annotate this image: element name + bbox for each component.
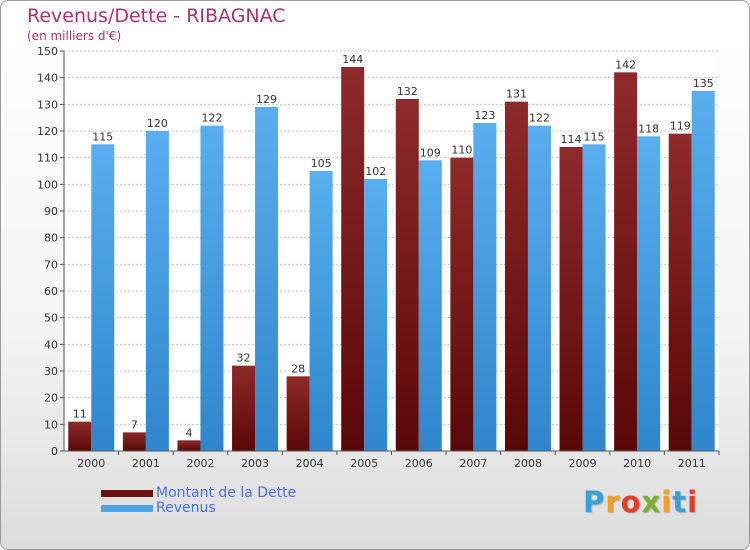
legend-swatch-revenus: [101, 505, 153, 512]
bar-dette-2004: [286, 376, 310, 451]
data-label-revenus-2005: 102: [365, 165, 386, 178]
bar-dette-2007: [450, 157, 474, 451]
bar-revenus-2004: [309, 171, 333, 451]
data-label-revenus-2003: 129: [256, 93, 277, 106]
bar-dette-2011: [668, 133, 692, 451]
axes: 0 10 20 30 40 50 60 70 80 90 100 110 120 130 140 150 200…: [37, 45, 720, 470]
data-label-dette-2011: 119: [670, 120, 691, 133]
data-label-dette-2007: 110: [451, 144, 472, 157]
data-label-revenus-2004: 105: [311, 157, 332, 170]
data-label-revenus-2001: 120: [147, 117, 168, 130]
bar-revenus-2009: [582, 144, 606, 452]
x-tick-label-2003: 2003: [241, 457, 269, 470]
logo-letter: t: [672, 485, 688, 519]
data-label-revenus-2008: 122: [529, 112, 550, 125]
data-label-dette-2004: 28: [291, 362, 305, 375]
bar-revenus-2007: [473, 123, 497, 451]
bar-dette-2002: [177, 440, 201, 451]
x-tick-label-2009: 2009: [569, 457, 597, 470]
y-tick-label: 40: [44, 338, 58, 351]
data-label-revenus-2006: 109: [420, 146, 441, 159]
bar-revenus-2005: [364, 179, 388, 451]
y-tick-label: 50: [44, 312, 58, 325]
x-tick-label-2001: 2001: [132, 457, 160, 470]
data-label-dette-2010: 142: [615, 58, 636, 71]
y-tick-label: 10: [44, 418, 58, 431]
logo-letter: x: [641, 485, 662, 519]
logo-letter: i: [687, 485, 699, 519]
logo-letter: o: [620, 485, 642, 519]
y-tick-label: 30: [44, 365, 58, 378]
bar-revenus-2001: [145, 131, 169, 451]
data-label-dette-2005: 144: [342, 53, 363, 66]
y-tick-label: 70: [44, 258, 58, 271]
data-label-dette-2006: 132: [397, 85, 418, 98]
y-tick-label: 60: [44, 285, 58, 298]
x-tick-label-2008: 2008: [514, 457, 542, 470]
y-tick-label: 90: [44, 205, 58, 218]
chart-subtitle: (en milliers d'€): [27, 29, 122, 43]
bar-revenus-2003: [255, 107, 279, 451]
x-tick-label-2000: 2000: [77, 457, 105, 470]
y-tick-label: 140: [37, 72, 58, 85]
data-label-dette-2008: 131: [506, 88, 527, 101]
bar-dette-2001: [122, 432, 146, 451]
legend-swatch-dette: [101, 490, 153, 497]
bar-dette-2009: [559, 147, 583, 451]
y-tick-label: 100: [37, 178, 58, 191]
bar-revenus-2006: [418, 160, 442, 452]
bar-dette-2006: [395, 99, 419, 451]
y-tick-label: 20: [44, 392, 58, 405]
x-tick-label-2002: 2002: [186, 457, 214, 470]
data-label-revenus-2009: 115: [584, 130, 605, 143]
chart-title: Revenus/Dette - RIBAGNAC: [27, 5, 286, 27]
bar-revenus-2000: [91, 144, 115, 452]
logo-letter: P: [583, 485, 606, 519]
bar-dette-2010: [614, 72, 638, 451]
grid-lines: [64, 50, 719, 452]
bar-revenus-2002: [200, 125, 224, 452]
data-label-dette-2000: 11: [73, 408, 87, 421]
logo-letter: r: [605, 485, 621, 519]
bar-dette-2003: [232, 365, 256, 451]
logo-letter: i: [661, 485, 673, 519]
bar-revenus-2010: [637, 136, 661, 452]
data-label-dette-2003: 32: [237, 352, 251, 365]
x-tick-label-2011: 2011: [678, 457, 706, 470]
legend-label-dette: Montant de la Dette: [156, 485, 297, 501]
data-label-dette-2002: 4: [185, 426, 192, 439]
y-tick-label: 0: [51, 445, 58, 458]
data-label-revenus-2000: 115: [92, 130, 113, 143]
y-tick-label: 110: [37, 152, 58, 165]
y-tick-label: 150: [37, 45, 58, 58]
bars: 11 115 7 120 4 122 32 129 28 105 144 102 132 109 110 12…: [68, 53, 715, 452]
x-tick-label-2005: 2005: [350, 457, 378, 470]
y-tick-label: 120: [37, 125, 58, 138]
data-label-dette-2009: 114: [561, 133, 582, 146]
data-label-revenus-2010: 118: [638, 122, 659, 135]
bar-revenus-2011: [691, 91, 715, 451]
proxiti-logo: Proxiti: [583, 485, 698, 519]
y-tick-label: 130: [37, 98, 58, 111]
bar-dette-2000: [68, 421, 92, 451]
x-tick-label-2004: 2004: [296, 457, 324, 470]
legend-label-revenus: Revenus: [156, 500, 216, 516]
data-label-revenus-2011: 135: [693, 77, 714, 90]
x-tick-label-2006: 2006: [405, 457, 433, 470]
y-tick-label: 80: [44, 232, 58, 245]
x-tick-label-2007: 2007: [459, 457, 487, 470]
plot-area: [64, 51, 719, 451]
data-label-dette-2001: 7: [131, 418, 138, 431]
bar-dette-2008: [504, 101, 528, 452]
bar-dette-2005: [341, 67, 365, 451]
bar-revenus-2008: [527, 125, 551, 452]
x-tick-label-2010: 2010: [623, 457, 651, 470]
data-label-revenus-2007: 123: [474, 109, 495, 122]
data-label-revenus-2002: 122: [201, 112, 222, 125]
